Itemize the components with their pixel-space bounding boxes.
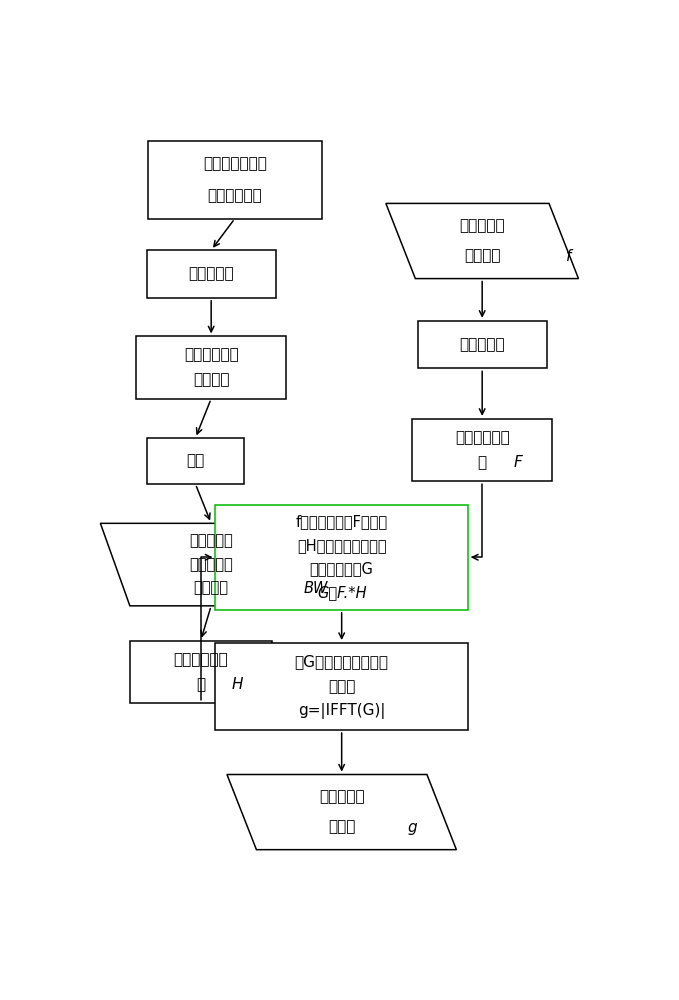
Bar xyxy=(147,250,276,298)
Text: G＝F.*H: G＝F.*H xyxy=(317,585,367,600)
Bar xyxy=(215,643,468,730)
Text: 创建高斯曲面近: 创建高斯曲面近 xyxy=(203,156,267,171)
Text: 到: 到 xyxy=(477,455,487,470)
Text: 中心化频谱得: 中心化频谱得 xyxy=(455,430,509,445)
Text: 实时图像频谱G: 实时图像频谱G xyxy=(310,561,373,576)
Text: 模板约束: 模板约束 xyxy=(194,581,229,596)
Bar xyxy=(136,336,286,399)
Text: f的中心化频谱F与滤波: f的中心化频谱F与滤波 xyxy=(295,515,388,530)
Text: 器H点乘得到滤波后的: 器H点乘得到滤波后的 xyxy=(297,538,386,553)
Text: 并归一化: 并归一化 xyxy=(193,372,230,387)
Text: g: g xyxy=(407,820,418,835)
Bar xyxy=(147,438,244,484)
Text: 后图像: 后图像 xyxy=(328,820,355,835)
Bar xyxy=(148,141,322,219)
Text: H: H xyxy=(232,677,243,692)
Text: 滤波器滤波: 滤波器滤波 xyxy=(189,557,233,572)
Text: 热辐射校正: 热辐射校正 xyxy=(319,790,365,805)
Text: 对G做傅里叶逆变换，: 对G做傅里叶逆变换， xyxy=(295,654,388,669)
Text: 分割: 分割 xyxy=(186,454,204,468)
Bar xyxy=(130,641,272,703)
Text: 构造滤波器函: 构造滤波器函 xyxy=(173,652,228,667)
Text: F: F xyxy=(513,455,522,470)
Text: 退化图像: 退化图像 xyxy=(464,249,500,264)
Text: 数: 数 xyxy=(196,677,205,692)
Polygon shape xyxy=(386,203,579,279)
Polygon shape xyxy=(227,775,456,850)
Text: 气动热辐射: 气动热辐射 xyxy=(460,218,505,233)
Polygon shape xyxy=(100,523,322,606)
Text: g=|IFFT(G)|: g=|IFFT(G)| xyxy=(298,703,386,719)
Bar xyxy=(412,419,552,481)
Text: f: f xyxy=(566,249,571,264)
Text: 并取模: 并取模 xyxy=(328,679,355,694)
Text: 傅里叶变换: 傅里叶变换 xyxy=(188,266,234,282)
Text: 中心化，取模: 中心化，取模 xyxy=(184,348,238,363)
Text: 似热辐射噪声: 似热辐射噪声 xyxy=(208,188,262,203)
Bar xyxy=(418,321,547,368)
Bar xyxy=(215,505,468,610)
Text: 傅里叶变换: 傅里叶变换 xyxy=(460,337,505,352)
Text: 热辐射校正: 热辐射校正 xyxy=(189,534,233,549)
Text: BW: BW xyxy=(304,581,329,596)
